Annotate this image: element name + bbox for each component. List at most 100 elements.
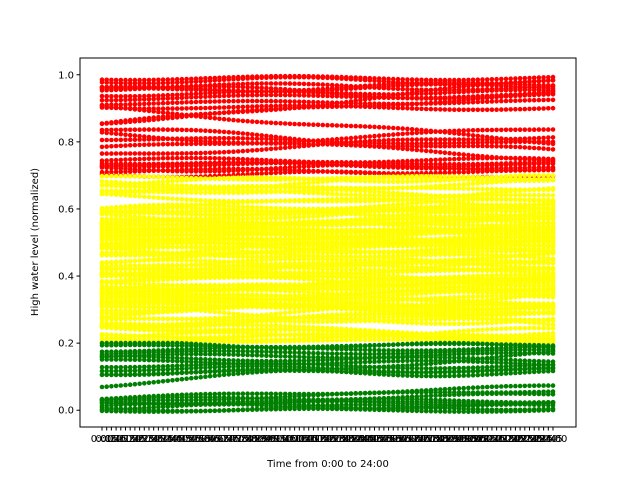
data-point bbox=[254, 107, 260, 113]
data-point bbox=[245, 84, 250, 90]
data-point bbox=[184, 155, 189, 161]
data-point bbox=[531, 97, 537, 103]
data-point bbox=[522, 106, 528, 112]
data-point bbox=[395, 161, 401, 166]
data-point bbox=[156, 96, 161, 102]
data-point bbox=[142, 142, 147, 148]
data-point bbox=[409, 90, 415, 95]
data-point bbox=[99, 93, 105, 99]
data-point bbox=[494, 81, 499, 86]
data-point bbox=[541, 75, 546, 80]
data-point bbox=[517, 160, 523, 166]
data-point bbox=[170, 141, 175, 147]
data-point bbox=[231, 104, 236, 110]
data-point bbox=[127, 174, 133, 179]
data-point bbox=[344, 104, 349, 109]
data-point bbox=[268, 81, 274, 86]
data-point bbox=[531, 106, 537, 112]
data-point bbox=[461, 107, 467, 113]
data-point bbox=[367, 124, 373, 129]
data-point bbox=[212, 166, 218, 172]
data-point bbox=[127, 119, 133, 125]
data-point bbox=[508, 98, 513, 104]
data-point bbox=[503, 161, 509, 166]
data-point bbox=[484, 166, 490, 171]
data-point bbox=[419, 161, 424, 167]
data-point bbox=[386, 160, 391, 166]
data-point bbox=[395, 102, 401, 108]
data-point bbox=[381, 103, 387, 108]
data-point bbox=[320, 122, 326, 128]
data-point bbox=[240, 161, 246, 167]
data-point bbox=[292, 160, 297, 165]
data-point bbox=[391, 125, 396, 131]
data-point bbox=[217, 105, 222, 110]
data-point bbox=[278, 170, 283, 175]
data-point bbox=[151, 109, 156, 114]
data-point bbox=[517, 76, 523, 81]
data-point bbox=[456, 89, 462, 95]
data-point bbox=[231, 77, 236, 82]
data-point bbox=[221, 149, 227, 155]
data-point bbox=[123, 119, 128, 125]
data-point bbox=[513, 160, 518, 166]
data-point bbox=[231, 136, 236, 141]
data-point bbox=[217, 110, 222, 116]
data-point bbox=[400, 102, 406, 107]
data-point bbox=[499, 127, 504, 133]
data-point bbox=[423, 148, 429, 154]
data-point bbox=[174, 155, 180, 161]
data-point bbox=[494, 88, 499, 93]
data-point bbox=[174, 106, 180, 111]
data-point bbox=[409, 87, 415, 92]
data-point bbox=[438, 166, 443, 171]
data-point bbox=[245, 136, 250, 141]
data-point bbox=[217, 84, 222, 89]
data-point bbox=[546, 159, 551, 165]
data-point bbox=[198, 105, 203, 111]
data-point bbox=[282, 105, 288, 111]
data-point bbox=[287, 145, 293, 150]
data-point bbox=[527, 156, 532, 161]
data-point bbox=[297, 74, 302, 80]
data-point bbox=[480, 127, 485, 133]
data-point bbox=[405, 161, 410, 166]
data-point bbox=[245, 81, 250, 87]
data-point bbox=[480, 77, 485, 82]
data-point bbox=[203, 99, 208, 104]
data-point bbox=[240, 118, 246, 124]
data-point bbox=[231, 141, 236, 146]
data-point bbox=[409, 147, 415, 152]
data-point bbox=[174, 111, 180, 117]
data-point bbox=[409, 106, 415, 111]
data-point bbox=[123, 164, 128, 169]
data-point bbox=[203, 105, 208, 111]
data-point bbox=[165, 96, 171, 101]
data-point bbox=[461, 166, 467, 171]
data-point bbox=[409, 77, 415, 82]
data-point bbox=[99, 163, 105, 169]
data-point bbox=[217, 93, 222, 99]
data-point bbox=[484, 127, 490, 133]
data-point bbox=[452, 107, 457, 112]
data-point bbox=[297, 81, 302, 87]
data-point bbox=[268, 75, 274, 80]
data-point bbox=[207, 162, 213, 168]
data-point bbox=[461, 84, 467, 89]
data-point bbox=[217, 116, 222, 122]
data-point bbox=[433, 107, 438, 112]
data-point bbox=[170, 155, 175, 161]
data-point bbox=[306, 138, 312, 144]
data-point bbox=[132, 119, 138, 124]
data-point bbox=[484, 95, 490, 101]
data-point bbox=[433, 87, 438, 92]
data-point bbox=[372, 124, 377, 130]
data-point bbox=[127, 203, 133, 209]
data-point bbox=[118, 97, 124, 103]
data-point bbox=[184, 79, 189, 85]
data-point bbox=[348, 99, 354, 104]
data-point bbox=[268, 146, 274, 152]
data-point bbox=[245, 141, 250, 146]
data-point bbox=[391, 93, 396, 98]
data-point bbox=[329, 75, 335, 81]
